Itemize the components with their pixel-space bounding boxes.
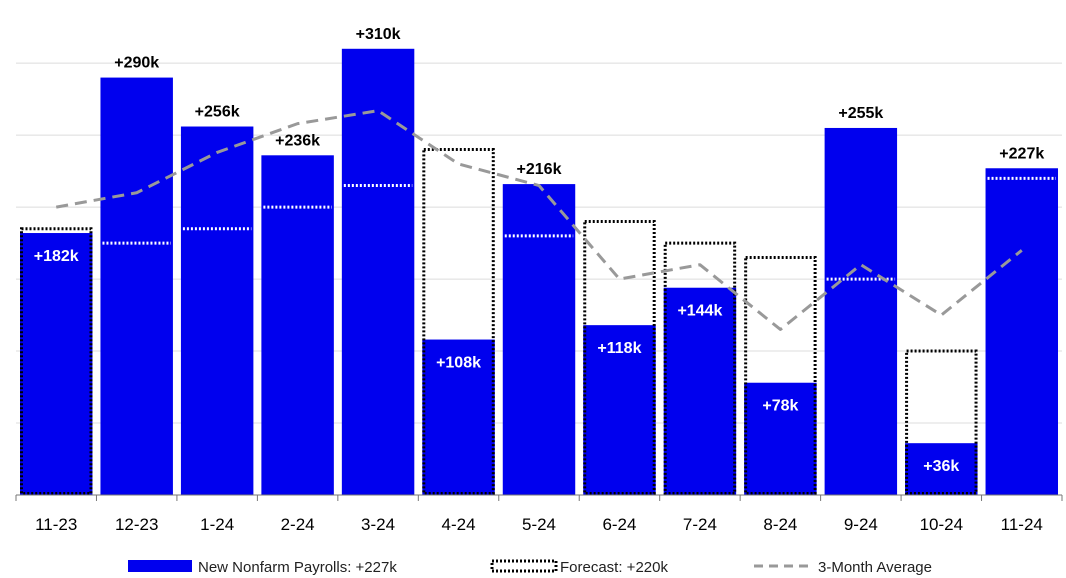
forecast-layer xyxy=(20,148,1056,496)
x-tick-label-3-24: 3-24 xyxy=(361,515,395,534)
bar-6-24 xyxy=(583,325,656,495)
data-label-10-24: +36k xyxy=(923,458,959,475)
legend: New Nonfarm Payrolls: +227k Forecast: +2… xyxy=(128,559,932,576)
bars-layer xyxy=(20,48,1058,496)
bar-9-24 xyxy=(824,127,898,496)
x-tick-label-4-24: 4-24 xyxy=(442,515,476,534)
data-label-8-24: +78k xyxy=(762,398,798,415)
data-label-11-24: +227k xyxy=(999,145,1044,162)
bar-4-24 xyxy=(422,339,495,495)
x-tick-label-2-24: 2-24 xyxy=(281,515,315,534)
bar-11-23 xyxy=(20,233,93,495)
data-label-3-24: +310k xyxy=(356,26,401,43)
legend-label-average: 3-Month Average xyxy=(818,559,932,576)
x-tick-label-11-24: 11-24 xyxy=(1001,515,1043,534)
legend-swatch-bar xyxy=(128,560,192,572)
x-tick-label-5-24: 5-24 xyxy=(522,515,556,534)
bar-3-24 xyxy=(341,48,415,496)
x-tick-label-6-24: 6-24 xyxy=(602,515,636,534)
bar-12-23 xyxy=(100,77,173,496)
data-label-11-23: +182k xyxy=(34,248,79,265)
data-label-9-24: +255k xyxy=(838,105,883,122)
forecast-box-6-24 xyxy=(583,220,656,496)
forecast-box-10-24 xyxy=(905,349,978,495)
bar-2-24 xyxy=(261,155,334,495)
value-labels-layer: +182k +290k +256k +236k +310k +108k +216k +118k… xyxy=(34,26,1045,475)
x-axis: 11-23 12-23 1-24 2-24 3-24 4-24 5-24 6-24 7-24 8-… xyxy=(15,494,1063,534)
x-tick-label-12-23: 12-23 xyxy=(115,515,158,534)
legend-swatch-forecast xyxy=(490,559,558,573)
data-label-4-24: +108k xyxy=(436,355,481,372)
bar-7-24 xyxy=(663,287,737,495)
x-tick-label-7-24: 7-24 xyxy=(683,515,717,534)
x-tick-label-1-24: 1-24 xyxy=(200,515,234,534)
average-line xyxy=(55,109,1023,331)
forecast-box-8-24 xyxy=(744,256,817,495)
bar-1-24 xyxy=(180,126,254,496)
legend-label-forecast: Forecast: +220k xyxy=(560,559,668,576)
data-label-6-24: +118k xyxy=(597,340,641,357)
data-label-1-24: +256k xyxy=(195,104,240,121)
forecast-box-4-24 xyxy=(422,148,495,496)
bar-10-24 xyxy=(905,443,978,495)
x-tick-label-10-24: 10-24 xyxy=(920,515,963,534)
data-label-7-24: +144k xyxy=(677,303,722,320)
data-label-2-24: +236k xyxy=(275,132,320,149)
legend-label-bar: New Nonfarm Payrolls: +227k xyxy=(198,559,397,576)
data-label-5-24: +216k xyxy=(517,161,562,178)
bar-5-24 xyxy=(502,184,576,495)
x-tick-label-11-23: 11-23 xyxy=(35,515,77,534)
average-line-layer xyxy=(55,109,1023,331)
bar-11-24 xyxy=(985,168,1058,495)
bar-8-24 xyxy=(744,382,817,495)
data-label-12-23: +290k xyxy=(114,55,159,72)
x-tick-label-8-24: 8-24 xyxy=(763,515,797,534)
x-tick-label-9-24: 9-24 xyxy=(844,515,878,534)
forecast-box-11-23 xyxy=(20,227,93,495)
